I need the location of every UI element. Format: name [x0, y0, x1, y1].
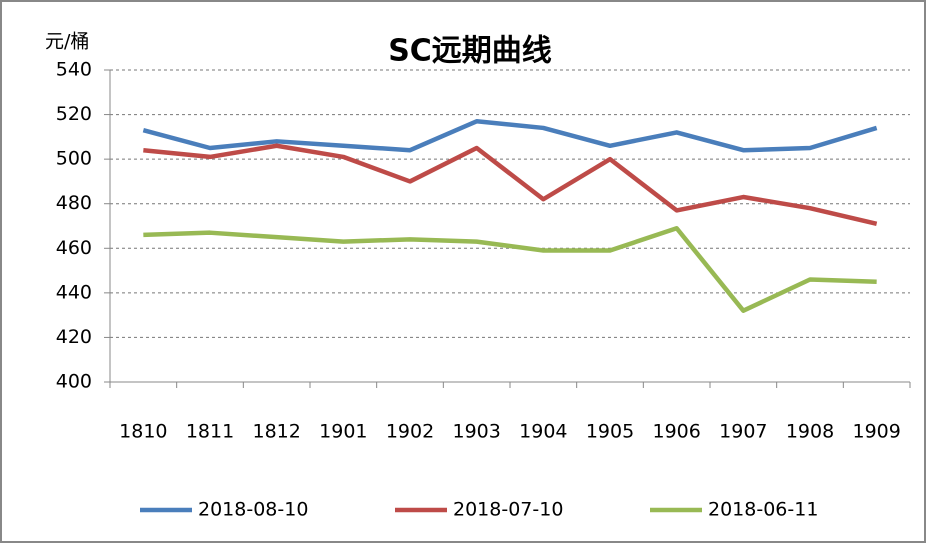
legend-label: 2018-08-10 — [198, 499, 308, 521]
x-tick-label: 1810 — [119, 421, 167, 443]
x-tick-label: 1909 — [852, 421, 900, 443]
y-tick-label: 500 — [56, 148, 92, 170]
y-tick-label: 520 — [56, 103, 92, 125]
y-axis-label: 元/桶 — [45, 31, 89, 53]
x-tick-label: 1904 — [519, 421, 567, 443]
x-tick-label: 1902 — [386, 421, 434, 443]
y-tick-label: 440 — [56, 281, 92, 303]
x-tick-label: 1905 — [586, 421, 634, 443]
x-tick-label: 1903 — [452, 421, 500, 443]
series-line — [142, 119, 878, 153]
y-tick-label: 480 — [56, 192, 92, 214]
x-tick-label: 1907 — [719, 421, 767, 443]
x-tick-label: 1901 — [319, 421, 367, 443]
y-tick-label: 460 — [56, 237, 92, 259]
x-tick-label: 1906 — [652, 421, 700, 443]
y-tick-label: 400 — [56, 371, 92, 393]
series-line — [143, 225, 877, 313]
legend-label: 2018-06-11 — [708, 499, 818, 521]
y-tick-label: 540 — [56, 59, 92, 81]
series-line — [143, 143, 878, 226]
chart-title: SC远期曲线 — [388, 34, 552, 69]
x-tick-label: 1811 — [186, 421, 234, 443]
x-tick-label: 1812 — [252, 421, 300, 443]
x-tick-label: 1908 — [786, 421, 834, 443]
y-tick-label: 420 — [56, 326, 92, 348]
legend-label: 2018-07-10 — [453, 499, 563, 521]
